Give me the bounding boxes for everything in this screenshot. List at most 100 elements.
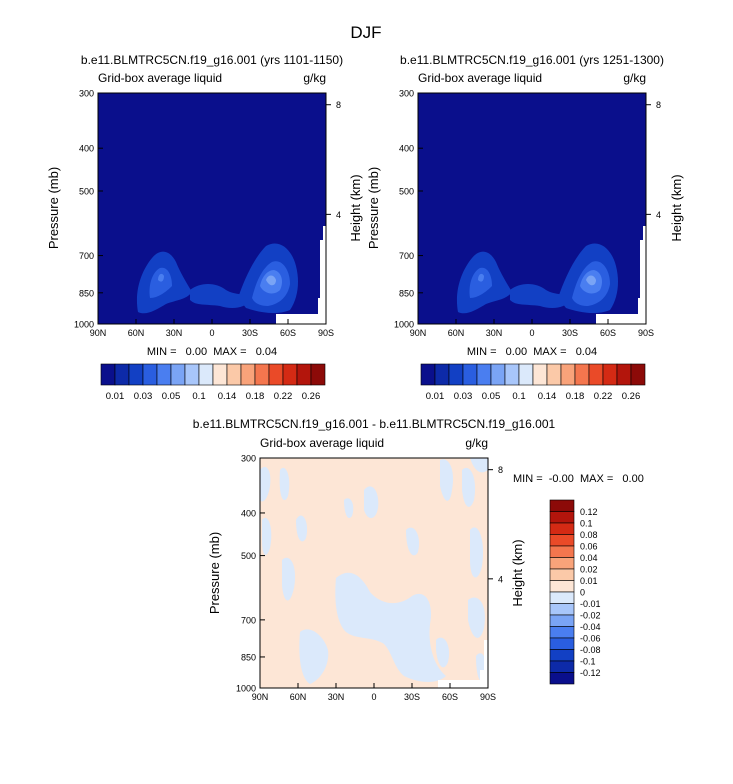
colorbar-box — [254, 363, 270, 386]
panel-1-y-axis: 300 400 500 700 850 1000 — [74, 89, 103, 330]
colorbar-box — [184, 363, 200, 386]
panel-2-topography-mask — [596, 208, 646, 324]
colorbar-box — [549, 603, 575, 616]
colorbar-box — [476, 363, 492, 386]
colorbar-box — [532, 363, 548, 386]
colorbar-box — [240, 363, 256, 386]
y-tick-label: 700 — [399, 251, 414, 261]
colorbar-box — [549, 614, 575, 627]
colorbar-box — [518, 363, 534, 386]
colorbar-box — [549, 580, 575, 593]
colorbar-box — [128, 363, 144, 386]
colorbar-box — [616, 363, 632, 386]
panel-1-contour-nh-inner — [149, 267, 172, 298]
colorbar-label: 0.05 — [162, 391, 181, 402]
colorbar-label: 0.18 — [246, 391, 265, 402]
x-tick-label: 60S — [600, 328, 616, 338]
panel-1-stats: MIN = 0.00 MAX = 0.04 — [147, 346, 277, 358]
y-tick-label: 400 — [241, 508, 256, 518]
colorbar-box — [100, 363, 116, 386]
y-tick-label: 300 — [241, 454, 256, 464]
colorbar-box — [549, 568, 575, 581]
x-tick-label: 90S — [318, 328, 334, 338]
colorbar-box — [588, 363, 604, 386]
colorbar-label: 0.05 — [482, 391, 501, 402]
panel-1-topography-mask — [276, 208, 326, 324]
colorbar-label: -0.02 — [580, 611, 601, 621]
height-tick-label: 8 — [498, 465, 503, 475]
panel-2-ylabel-right: Height (km) — [669, 174, 684, 241]
colorbar-box — [198, 363, 214, 386]
colorbar-label: -0.08 — [580, 645, 601, 655]
colorbar-box — [549, 511, 575, 524]
colorbar-box — [549, 534, 575, 547]
colorbar-box — [434, 363, 450, 386]
colorbar-box — [549, 522, 575, 535]
height-tick-label: 4 — [336, 210, 341, 220]
colorbar-2: 0.01 0.03 0.05 0.1 0.14 0.18 0.22 0.26 — [420, 363, 646, 402]
x-tick-label: 90S — [480, 692, 496, 702]
panel-1-ylabel-right: Height (km) — [348, 174, 363, 241]
colorbar-box — [504, 363, 520, 386]
y-tick-label: 850 — [399, 288, 414, 298]
panel-2-contour-sh-core — [586, 275, 596, 286]
colorbar-box — [282, 363, 298, 386]
colorbar-box — [226, 363, 242, 386]
y-tick-label: 850 — [241, 652, 256, 662]
y-tick-label: 500 — [79, 187, 94, 197]
colorbar-label: 0.06 — [580, 542, 598, 552]
y-tick-label: 1000 — [74, 320, 94, 330]
y-tick-label: 700 — [241, 615, 256, 625]
colorbar-box — [549, 660, 575, 673]
colorbar-box — [296, 363, 312, 386]
panel-2-left-label: Grid-box average liquid — [418, 71, 542, 85]
x-tick-label: 90N — [90, 328, 107, 338]
colorbar-label: 0.01 — [580, 576, 598, 586]
colorbar-label: 0.12 — [580, 507, 598, 517]
colorbar-box — [549, 591, 575, 604]
colorbar-label: 0.18 — [566, 391, 585, 402]
x-tick-label: 60S — [280, 328, 296, 338]
y-tick-label: 500 — [241, 551, 256, 561]
x-tick-label: 30S — [562, 328, 578, 338]
colorbar-box — [549, 499, 575, 512]
colorbar-box — [462, 363, 478, 386]
colorbar-box — [549, 545, 575, 558]
x-tick-label: 30N — [486, 328, 503, 338]
x-tick-label: 30N — [166, 328, 183, 338]
panel-3-topography-mask — [438, 640, 488, 688]
colorbar-label: 0.08 — [580, 530, 598, 540]
panel-1-height-axis: 84 — [326, 100, 341, 220]
colorbar-label: 0.1 — [192, 391, 205, 402]
y-tick-label: 1000 — [394, 320, 414, 330]
height-tick-label: 8 — [656, 100, 661, 110]
panel-2-y-axis: 300 400 500 700 850 1000 — [394, 89, 423, 330]
colorbar-label: -0.04 — [580, 622, 601, 632]
panel-3-units: g/kg — [465, 436, 488, 450]
colorbar-label: 0.22 — [274, 391, 293, 402]
colorbar-box — [549, 649, 575, 662]
colorbar-label: 0.03 — [454, 391, 473, 402]
panel-2-height-axis: 84 — [646, 100, 661, 220]
height-tick-label: 4 — [498, 574, 503, 584]
colorbar-box — [630, 363, 646, 386]
colorbar-box — [574, 363, 590, 386]
colorbar-label: 0.03 — [134, 391, 153, 402]
colorbar-box — [156, 363, 172, 386]
panel-2-contour-nh-core — [478, 273, 484, 282]
height-tick-label: 8 — [336, 100, 341, 110]
colorbar-1: 0.01 0.03 0.05 0.1 0.14 0.18 0.22 0.26 — [100, 363, 326, 402]
panel-3-negative-patches — [260, 458, 488, 684]
colorbar-label: 0.01 — [106, 391, 125, 402]
x-tick-label: 90N — [252, 692, 269, 702]
colorbar-box — [142, 363, 158, 386]
colorbar-label: 0.1 — [580, 519, 593, 529]
colorbar-label: 0.01 — [426, 391, 445, 402]
colorbar-box — [212, 363, 228, 386]
colorbar-label: 0.1 — [512, 391, 525, 402]
colorbar-box — [560, 363, 576, 386]
colorbar-box — [549, 626, 575, 639]
x-tick-label: 60N — [128, 328, 145, 338]
colorbar-box — [170, 363, 186, 386]
